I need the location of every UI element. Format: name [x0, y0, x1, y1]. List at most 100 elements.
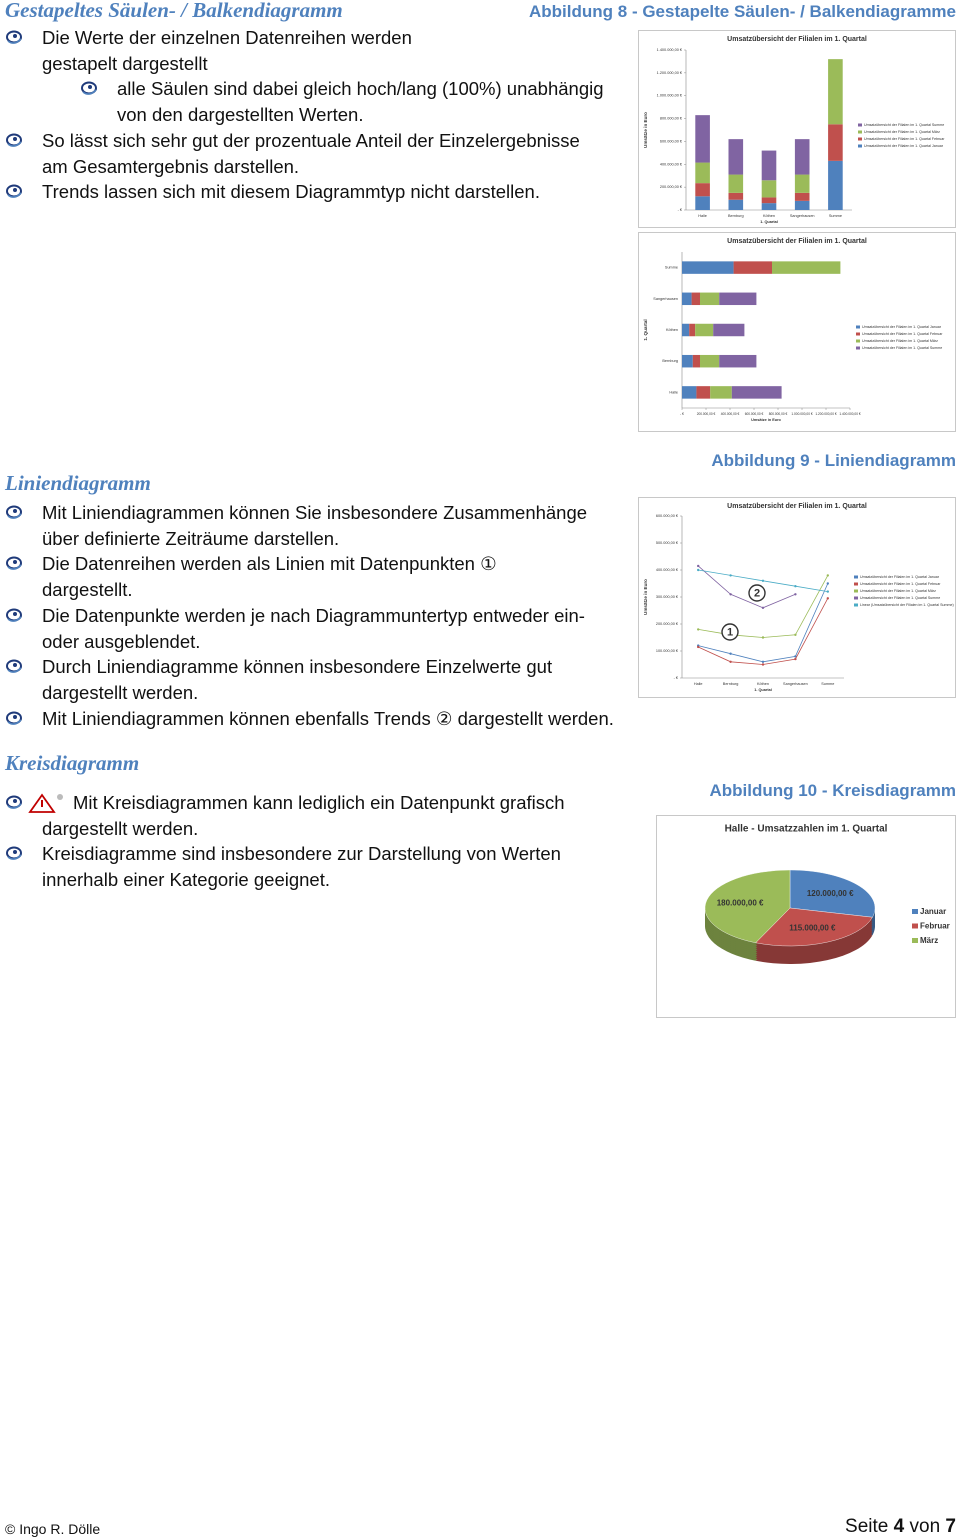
bullet-swirl-tail	[7, 854, 22, 861]
data-point	[729, 660, 732, 663]
figure: Umsatzübersicht der Filialen im 1. Quart…	[638, 232, 956, 432]
x-tick-label: 1.400.000,00 €	[839, 412, 860, 416]
data-point	[794, 633, 797, 636]
data-point	[729, 574, 732, 577]
bar-segment	[828, 124, 843, 161]
bar-segment	[719, 292, 757, 306]
bullet-icon	[6, 711, 22, 725]
figure: Umsatzübersicht der Filialen im 1. Quart…	[638, 497, 956, 698]
data-point	[761, 636, 765, 639]
legend-label: Umsatzübersicht der Filialen im 1. Quart…	[864, 130, 940, 134]
data-point	[761, 606, 765, 609]
data-point	[761, 579, 765, 582]
y-tick-label: Sangerhausen	[653, 297, 678, 301]
bullet-text: oder ausgeblendet.	[42, 630, 201, 652]
bar-segment	[728, 174, 744, 193]
bar-segment	[761, 180, 777, 198]
pie-value-label: 180.000,00 €	[717, 898, 764, 907]
data-point	[794, 585, 797, 588]
data-point	[826, 590, 829, 593]
legend-label: Februar	[920, 922, 950, 931]
legend-label: Umsatzübersicht der Filialen im 1. Quart…	[862, 325, 942, 329]
data-point	[761, 663, 765, 666]
x-tick-label: Summe	[821, 682, 834, 686]
annotation-circle	[721, 623, 739, 641]
legend-label: Umsatzübersicht der Filialen im 1. Quart…	[862, 332, 943, 336]
bullet-swirl-tail	[7, 719, 22, 725]
x-tick-label: 400.000,00 €	[721, 412, 740, 416]
legend-label: Umsatzübersicht der Filialen im 1. Quart…	[862, 346, 942, 350]
x-tick-label: Köthen	[763, 214, 775, 218]
y-tick-label: 800.000,00 €	[660, 117, 683, 121]
legend-swatch	[858, 130, 862, 134]
section-heading: Liniendiagramm	[5, 471, 151, 495]
bar-segment	[682, 354, 693, 368]
bullet-text: So lässt sich sehr gut der prozentuale A…	[42, 129, 580, 151]
y-tick-label: 1.000.000,00 €	[657, 94, 683, 98]
bar-segment	[700, 354, 720, 368]
bar-segment	[682, 323, 690, 337]
legend-swatch	[856, 325, 860, 329]
bar-segment	[700, 292, 720, 306]
legend-swatch	[854, 596, 858, 600]
x-tick-label: 200.000,00 €	[697, 412, 716, 416]
warning-mark	[41, 800, 43, 807]
x-tick-label: Bernburg	[728, 214, 744, 218]
y-tick-label: 400.000,00 €	[656, 568, 679, 572]
pie-value-label: 120.000,00 €	[807, 889, 854, 898]
legend-label: Umsatzübersicht der Filialen im 1. Quart…	[864, 144, 944, 148]
y-tick-label: 300.000,00 €	[656, 595, 679, 599]
figure-frame	[638, 497, 956, 698]
y-tick-label: 500.000,00 €	[656, 541, 679, 545]
bar-segment	[794, 200, 810, 210]
x-tick-label: Sangerhausen	[783, 682, 808, 686]
y-tick-label: Halle	[669, 390, 678, 394]
legend-label: Umsatzübersicht der Filialen im 1. Quart…	[864, 137, 945, 141]
legend-label: März	[920, 936, 938, 945]
legend-label: Umsatzübersicht der Filialen im 1. Quart…	[864, 123, 944, 127]
bullet-text: Mit Kreisdiagrammen kann lediglich ein D…	[73, 792, 565, 813]
bar-segment	[682, 292, 692, 306]
bar-segment	[689, 323, 696, 337]
bullet-icon	[6, 846, 22, 861]
y-tick-label: 100.000,00 €	[656, 649, 679, 653]
bar-segment	[733, 261, 772, 274]
legend-swatch	[912, 909, 918, 914]
y-tick-label: 200.000,00 €	[656, 622, 679, 626]
bar-segment	[761, 197, 777, 204]
bullet-text: Mit Liniendiagrammen können Sie insbeson…	[42, 502, 588, 523]
bullet-text: gestapelt dargestellt	[42, 52, 208, 74]
data-point	[697, 564, 700, 568]
bullet-text: Kreisdiagramme sind insbesondere zur Dar…	[42, 843, 561, 865]
page-total: 7	[945, 1516, 956, 1537]
bar-segment	[719, 354, 757, 368]
data-point	[794, 593, 797, 596]
x-tick-label: Sangerhausen	[790, 214, 815, 218]
bullet-swirl-tail	[7, 667, 22, 674]
bar-segment	[682, 386, 697, 399]
y-tick-label: 1.200.000,00 €	[657, 71, 683, 75]
figure: Umsatzübersicht der Filialen im 1. Quart…	[638, 30, 956, 228]
data-point	[826, 574, 829, 577]
annotation-circle	[748, 584, 766, 602]
annotation-label: 1	[727, 626, 733, 638]
bullet-swirl-tail	[7, 803, 22, 809]
bar-segment	[828, 59, 843, 125]
legend-swatch	[856, 339, 860, 343]
x-tick-label: Köthen	[757, 682, 769, 686]
y-tick-label: 600.000,00 €	[656, 514, 679, 518]
y-tick-label: Summe	[665, 266, 678, 270]
bullet-swirl-tail	[82, 89, 97, 96]
section-heading: Gestapeltes Säulen- / Balkendiagramm	[5, 0, 343, 22]
bullet-text: dargestellt.	[42, 579, 133, 601]
x-tick-label: 800.000,00 €	[769, 412, 788, 416]
bullet-text: Durch Liniendiagramme können insbesonder…	[42, 656, 553, 678]
bullet-icon	[6, 184, 22, 199]
legend-label: Januar	[920, 907, 946, 916]
bar-segment	[794, 192, 810, 201]
bullet-text: dargestellt werden.	[42, 681, 199, 703]
legend-label: Umsatzübersicht der Filialen im 1. Quart…	[860, 582, 941, 586]
bullet-dot	[13, 509, 17, 513]
bullet-swirl-tail	[7, 513, 22, 519]
